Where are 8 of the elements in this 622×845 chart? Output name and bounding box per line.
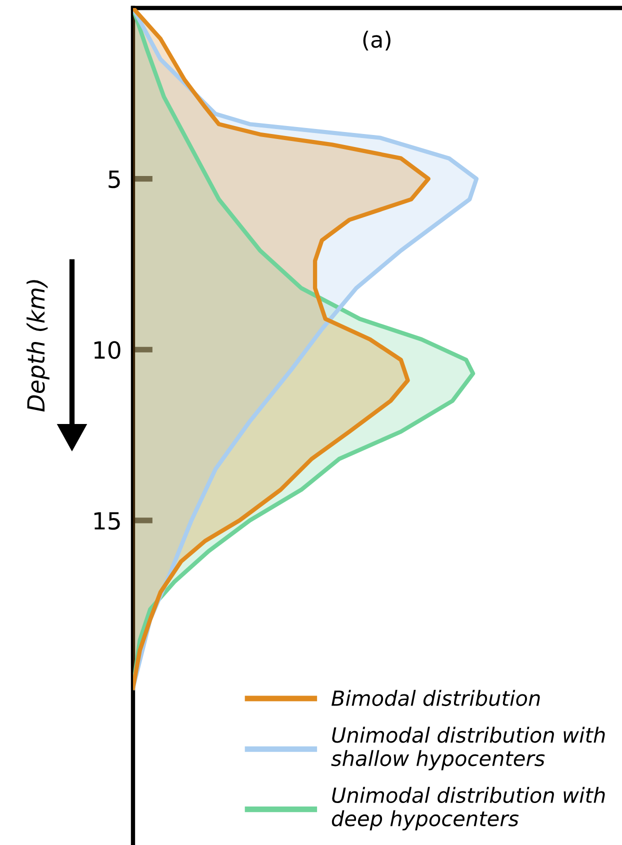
legend-label: Unimodal distribution with shallow hypocenters — [331, 726, 605, 770]
y-axis-title: Depth (km) — [26, 280, 50, 412]
y-tick-label: 10 — [94, 341, 120, 359]
text: (a) — [363, 30, 390, 51]
legend-label: Bimodal distribution — [332, 690, 540, 706]
y-tick-label: 15 — [94, 512, 120, 530]
y-tick-label: 5 — [108, 170, 120, 188]
legend-label: Unimodal distribution with deep hypocenters — [332, 786, 605, 830]
